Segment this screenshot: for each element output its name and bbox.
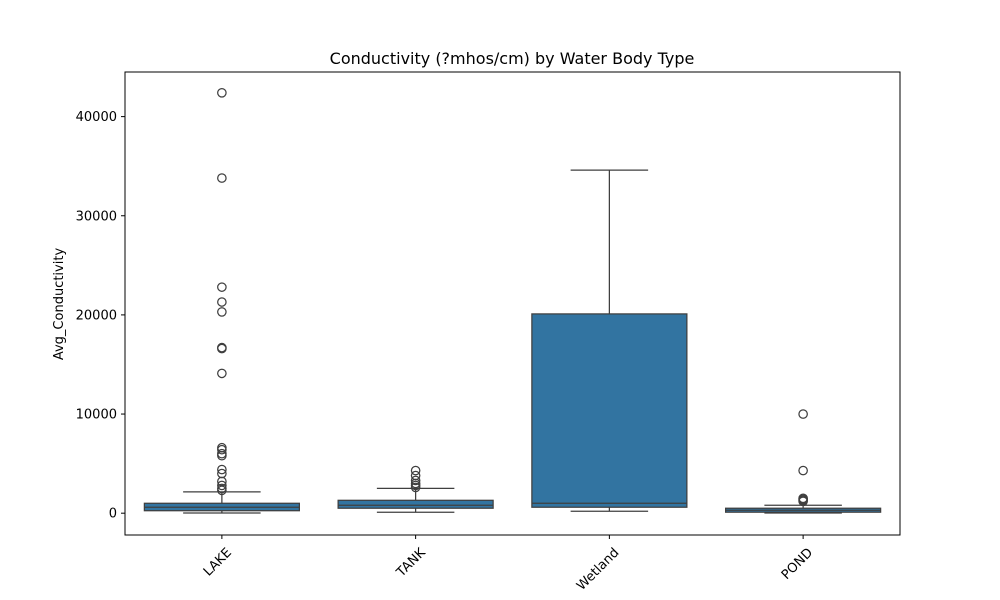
- y-tick-label: 10000: [76, 408, 117, 423]
- outlier-lake: [217, 282, 227, 292]
- outlier-pond: [798, 465, 808, 476]
- outlier-lake: [217, 480, 227, 491]
- chart-title: Conductivity (?mhos/cm) by Water Body Ty…: [330, 49, 695, 68]
- outlier-tank: [410, 465, 421, 476]
- box-tank: [337, 499, 494, 509]
- outlier-lake: [217, 173, 227, 183]
- plot-area: 0 10000 20000 30000 40000 LAKE TANK Wetland POND: [76, 71, 901, 594]
- plot-frame: [124, 71, 901, 536]
- outlier-lake: [217, 343, 227, 354]
- outlier-pond: [798, 409, 808, 419]
- y-tick-label: 40000: [76, 110, 117, 125]
- outlier-tank: [410, 482, 421, 493]
- outlier-lake: [217, 485, 227, 496]
- outlier-lake: [217, 444, 227, 455]
- outlier-lake: [217, 87, 227, 98]
- x-tick-label: POND: [779, 545, 816, 582]
- outlier-pond: [798, 496, 808, 507]
- box-wetland: [531, 313, 688, 508]
- x-tick-label: TANK: [393, 545, 429, 581]
- y-tick-label: 0: [109, 507, 117, 522]
- outlier-lake: [217, 450, 227, 461]
- outlier-lake: [217, 307, 227, 317]
- x-tick-label: Wetland: [574, 545, 622, 593]
- y-tick-label: 20000: [76, 308, 117, 323]
- y-axis-title: Avg_Conductivity: [52, 248, 67, 361]
- y-tick-label: 30000: [76, 209, 117, 224]
- outlier-lake: [217, 368, 227, 379]
- outlier-tank: [410, 475, 421, 486]
- outlier-lake: [217, 464, 227, 475]
- x-tick-label: LAKE: [201, 545, 235, 579]
- outlier-tank: [410, 470, 421, 481]
- outlier-lake: [217, 297, 227, 307]
